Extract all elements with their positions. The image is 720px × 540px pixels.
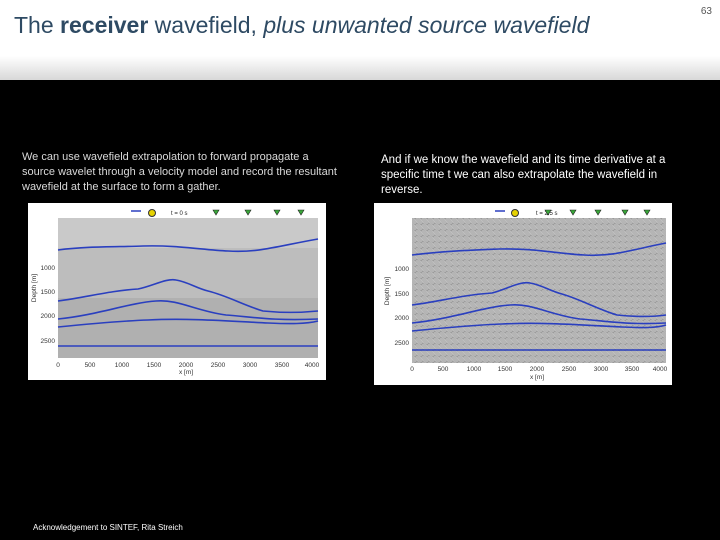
acquisition-markers: t = 0 s — [131, 209, 305, 217]
x-axis-label: x [m] — [179, 369, 193, 376]
x-tick: 500 — [438, 366, 449, 373]
right-caption: And if we know the wavefield and its tim… — [381, 154, 666, 196]
receiver-triangle-icon — [212, 209, 220, 216]
slide-title: The receiver wavefield, plus unwanted so… — [14, 12, 589, 39]
page-number: 63 — [700, 6, 712, 17]
receiver-triangle-icon — [643, 209, 651, 216]
horizon-1 — [411, 242, 667, 257]
left-caption: We can use wavefield extrapolation to fo… — [22, 151, 337, 193]
x-axis-label: x [m] — [530, 374, 544, 381]
y-tick: 1500 — [395, 291, 410, 298]
horizon-3 — [411, 304, 667, 325]
source-star-icon — [148, 209, 156, 217]
horizon-4 — [411, 322, 667, 332]
y-tick: 1000 — [395, 266, 410, 273]
horizons — [411, 242, 667, 351]
receiver-triangle-icon — [244, 209, 252, 216]
acknowledgement: Acknowledgement to SINTEF, Rita Streich — [33, 523, 183, 532]
x-tick: 3000 — [243, 362, 258, 369]
model-band — [58, 298, 318, 358]
x-tick: 3500 — [625, 366, 640, 373]
receiver-triangle-icon — [621, 209, 629, 216]
y-tick: 1000 — [41, 265, 56, 272]
horizon-4 — [57, 318, 319, 328]
y-axis-label: Depth [m] — [384, 277, 391, 305]
horizon-2 — [57, 278, 319, 314]
x-tick: 1500 — [498, 366, 513, 373]
title-bold-word: receiver — [60, 12, 149, 38]
receiver-triangle-icon — [544, 209, 552, 216]
x-tick: 3500 — [275, 362, 290, 369]
source-star-icon — [511, 209, 519, 217]
x-tick: 0 — [410, 366, 414, 373]
y-tick: 1500 — [41, 289, 56, 296]
x-tick: 2500 — [211, 362, 226, 369]
slide-header: The receiver wavefield, plus unwanted so… — [0, 0, 720, 80]
y-tick: 2000 — [41, 313, 56, 320]
time-label: t = 0 s — [171, 211, 188, 217]
time-label: t = 2.5 s — [536, 211, 558, 217]
x-tick: 3000 — [594, 366, 609, 373]
y-tick: 2000 — [395, 315, 410, 322]
y-axis-label: Depth [m] — [31, 274, 38, 302]
horizon-3 — [57, 300, 319, 321]
x-tick: 500 — [85, 362, 96, 369]
x-tick: 4000 — [305, 362, 320, 369]
title-italic-phrase: plus unwanted source wavefield — [263, 12, 590, 38]
title-text-2: wavefield, — [148, 12, 264, 38]
wavefield-image — [412, 218, 666, 363]
x-tick: 2000 — [530, 366, 545, 373]
acquisition-markers: t = 2.5 s — [495, 209, 651, 217]
reverse-extrapolation-figure: t = 2.5 s 1000 1500 2000 2500 Depth [m] … — [374, 203, 672, 385]
horizons — [57, 238, 319, 347]
model-band — [58, 218, 318, 248]
x-tick: 2500 — [562, 366, 577, 373]
x-tick: 4000 — [653, 366, 668, 373]
receiver-triangle-icon — [569, 209, 577, 216]
title-text: The — [14, 12, 61, 38]
x-tick: 1000 — [467, 366, 482, 373]
receiver-triangle-icon — [273, 209, 281, 216]
x-tick: 1000 — [115, 362, 130, 369]
forward-propagation-figure: t = 0 s 1000 1500 2000 2500 Depth [m] 0 … — [28, 203, 326, 380]
horizon-1 — [57, 238, 319, 253]
y-tick: 2500 — [395, 340, 410, 347]
y-tick: 2500 — [41, 338, 56, 345]
horizon-2 — [411, 281, 667, 318]
x-tick: 0 — [56, 362, 60, 369]
receiver-triangle-icon — [297, 209, 305, 216]
x-tick: 2000 — [179, 362, 194, 369]
x-tick: 1500 — [147, 362, 162, 369]
receiver-triangle-icon — [594, 209, 602, 216]
